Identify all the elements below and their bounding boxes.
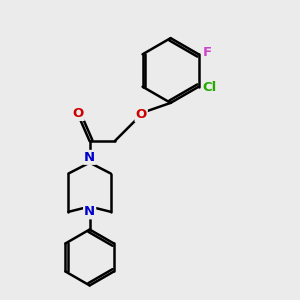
Text: N: N xyxy=(84,205,95,218)
Text: Cl: Cl xyxy=(203,81,217,94)
Text: F: F xyxy=(203,46,212,59)
Text: O: O xyxy=(136,108,147,121)
Text: N: N xyxy=(84,151,95,164)
Text: O: O xyxy=(73,107,84,120)
